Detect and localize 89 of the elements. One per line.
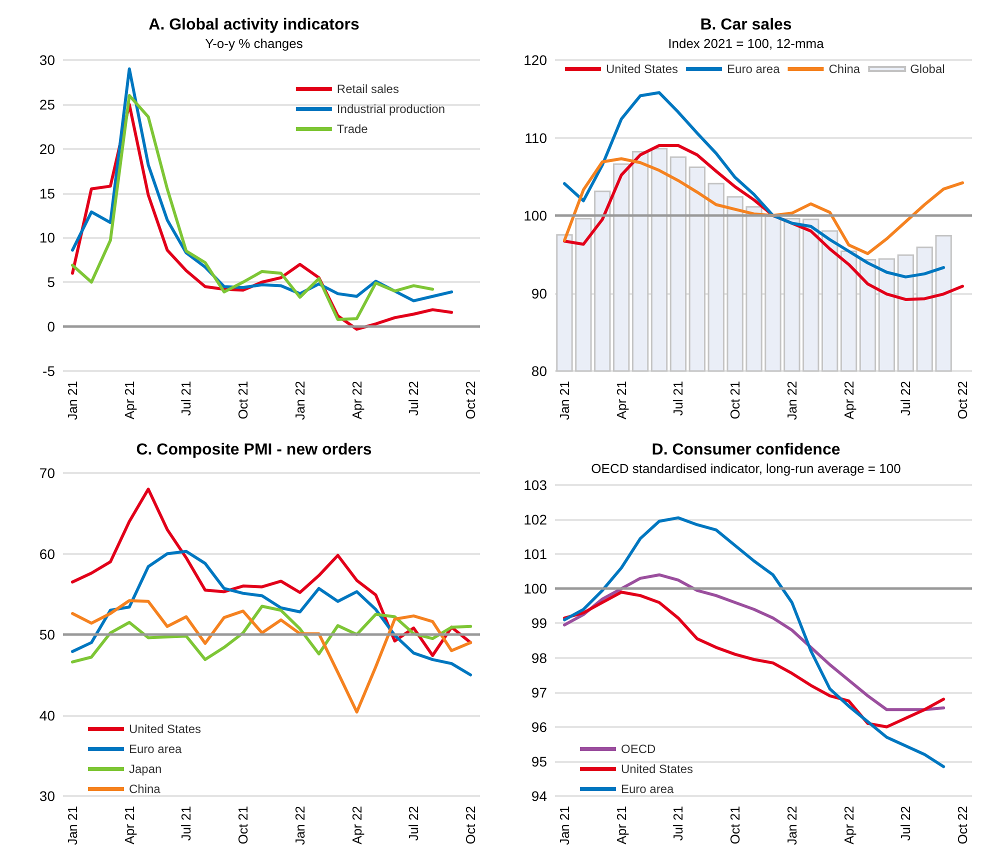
chart-subtitle: Index 2021 = 100, 12-mma <box>668 36 825 51</box>
x-tick-label: Oct 22 <box>463 381 478 420</box>
x-tick-label: Jul 22 <box>406 806 422 841</box>
x-tick-label: Jan 22 <box>784 806 800 846</box>
line-series <box>70 550 472 676</box>
y-tick-label: 95 <box>531 753 548 770</box>
x-tick-label: Jul 21 <box>178 806 194 841</box>
x-tick-label: Jan 21 <box>64 381 80 420</box>
legend-label: United States <box>621 762 694 776</box>
y-tick-label: 25 <box>39 96 56 112</box>
chart-title: B. Car sales <box>700 16 792 34</box>
y-tick-label: 15 <box>39 185 56 202</box>
x-tick-label: Apr 21 <box>122 806 137 844</box>
legend-label: United States <box>606 62 678 76</box>
y-tick-label: 103 <box>524 477 548 493</box>
x-tick-label: Jan 22 <box>292 806 308 846</box>
y-tick-label: 5 <box>47 274 56 290</box>
x-tick-label: Apr 21 <box>614 381 629 420</box>
line-series <box>562 144 964 301</box>
y-tick-label: 99 <box>531 615 548 632</box>
line-series <box>70 604 472 664</box>
line-series <box>562 573 946 712</box>
legend-label: Euro area <box>727 62 780 76</box>
x-tick-label: Apr 22 <box>349 806 364 844</box>
chart-subtitle: Y-o-y % changes <box>205 36 304 51</box>
y-tick-label: 60 <box>39 546 56 562</box>
x-tick-label: Apr 21 <box>122 381 137 420</box>
y-tick-label: -5 <box>42 363 56 379</box>
y-tick-label: 98 <box>531 650 548 666</box>
x-tick-label: Oct 21 <box>728 381 743 420</box>
x-tick-label: Jul 22 <box>406 381 422 416</box>
legend-label: China <box>828 62 860 76</box>
chart-title: C. Composite PMI - new orders <box>136 442 372 458</box>
y-tick-label: 110 <box>524 130 548 146</box>
x-tick-label: Oct 21 <box>236 381 251 420</box>
legend-label: United States <box>129 722 202 736</box>
y-tick-label: 120 <box>524 52 548 68</box>
legend-label: Global <box>910 62 945 76</box>
x-tick-label: Jul 22 <box>898 806 914 841</box>
y-tick-label: 70 <box>39 465 56 481</box>
y-tick-label: 90 <box>531 285 548 302</box>
x-tick-label: Oct 21 <box>236 806 251 844</box>
y-tick-label: 0 <box>47 318 56 335</box>
line-series <box>562 590 946 728</box>
chart-subtitle: OECD standardised indicator, long-run average = 100 <box>591 461 901 476</box>
x-tick-label: Jul 21 <box>670 381 686 416</box>
x-tick-label: Apr 21 <box>614 806 629 844</box>
y-tick-label: 30 <box>39 52 56 68</box>
x-tick-label: Oct 22 <box>955 381 970 420</box>
legend-label: Trade <box>336 122 368 136</box>
x-tick-label: Oct 21 <box>728 806 743 844</box>
y-tick-label: 20 <box>39 140 56 157</box>
x-tick-label: Oct 22 <box>463 806 478 844</box>
legend-label: Retail sales <box>336 82 399 96</box>
x-tick-label: Jan 22 <box>784 381 800 420</box>
legend-label: OECD <box>621 742 656 756</box>
y-tick-label: 97 <box>531 684 548 700</box>
y-tick-label: 96 <box>531 718 548 735</box>
x-tick-label: Oct 22 <box>955 806 970 844</box>
x-tick-label: Jan 21 <box>556 806 572 846</box>
line-series <box>562 157 964 256</box>
y-tick-label: 50 <box>39 626 56 642</box>
chart-title: A. Global activity indicators <box>148 16 360 34</box>
x-tick-label: Jul 21 <box>178 381 194 416</box>
y-tick-label: 40 <box>39 707 56 724</box>
x-tick-label: Jan 21 <box>556 381 572 420</box>
y-tick-label: 94 <box>531 788 548 804</box>
y-tick-label: 80 <box>531 363 548 379</box>
x-tick-label: Jul 21 <box>670 806 686 841</box>
line-series <box>562 91 946 278</box>
x-tick-label: Jan 21 <box>64 806 80 846</box>
legend-label: Japan <box>129 762 162 776</box>
x-tick-label: Apr 22 <box>841 806 856 844</box>
x-tick-label: Apr 22 <box>349 381 364 420</box>
x-tick-label: Jul 22 <box>898 381 914 416</box>
legend-label: China <box>129 782 161 796</box>
y-tick-label: 30 <box>39 788 56 804</box>
y-tick-label: 102 <box>524 512 548 528</box>
y-tick-label: 100 <box>524 208 548 224</box>
legend-label: Euro area <box>621 782 674 796</box>
y-tick-label: 10 <box>39 230 56 246</box>
line-series <box>70 599 472 714</box>
legend-label: Euro area <box>129 742 182 756</box>
x-tick-label: Apr 22 <box>841 381 856 420</box>
legend-label: Industrial production <box>336 102 446 116</box>
x-tick-label: Jan 22 <box>292 381 308 420</box>
y-tick-label: 101 <box>524 546 548 562</box>
chart-title: D. Consumer confidence <box>652 442 840 458</box>
y-tick-label: 100 <box>524 580 548 597</box>
